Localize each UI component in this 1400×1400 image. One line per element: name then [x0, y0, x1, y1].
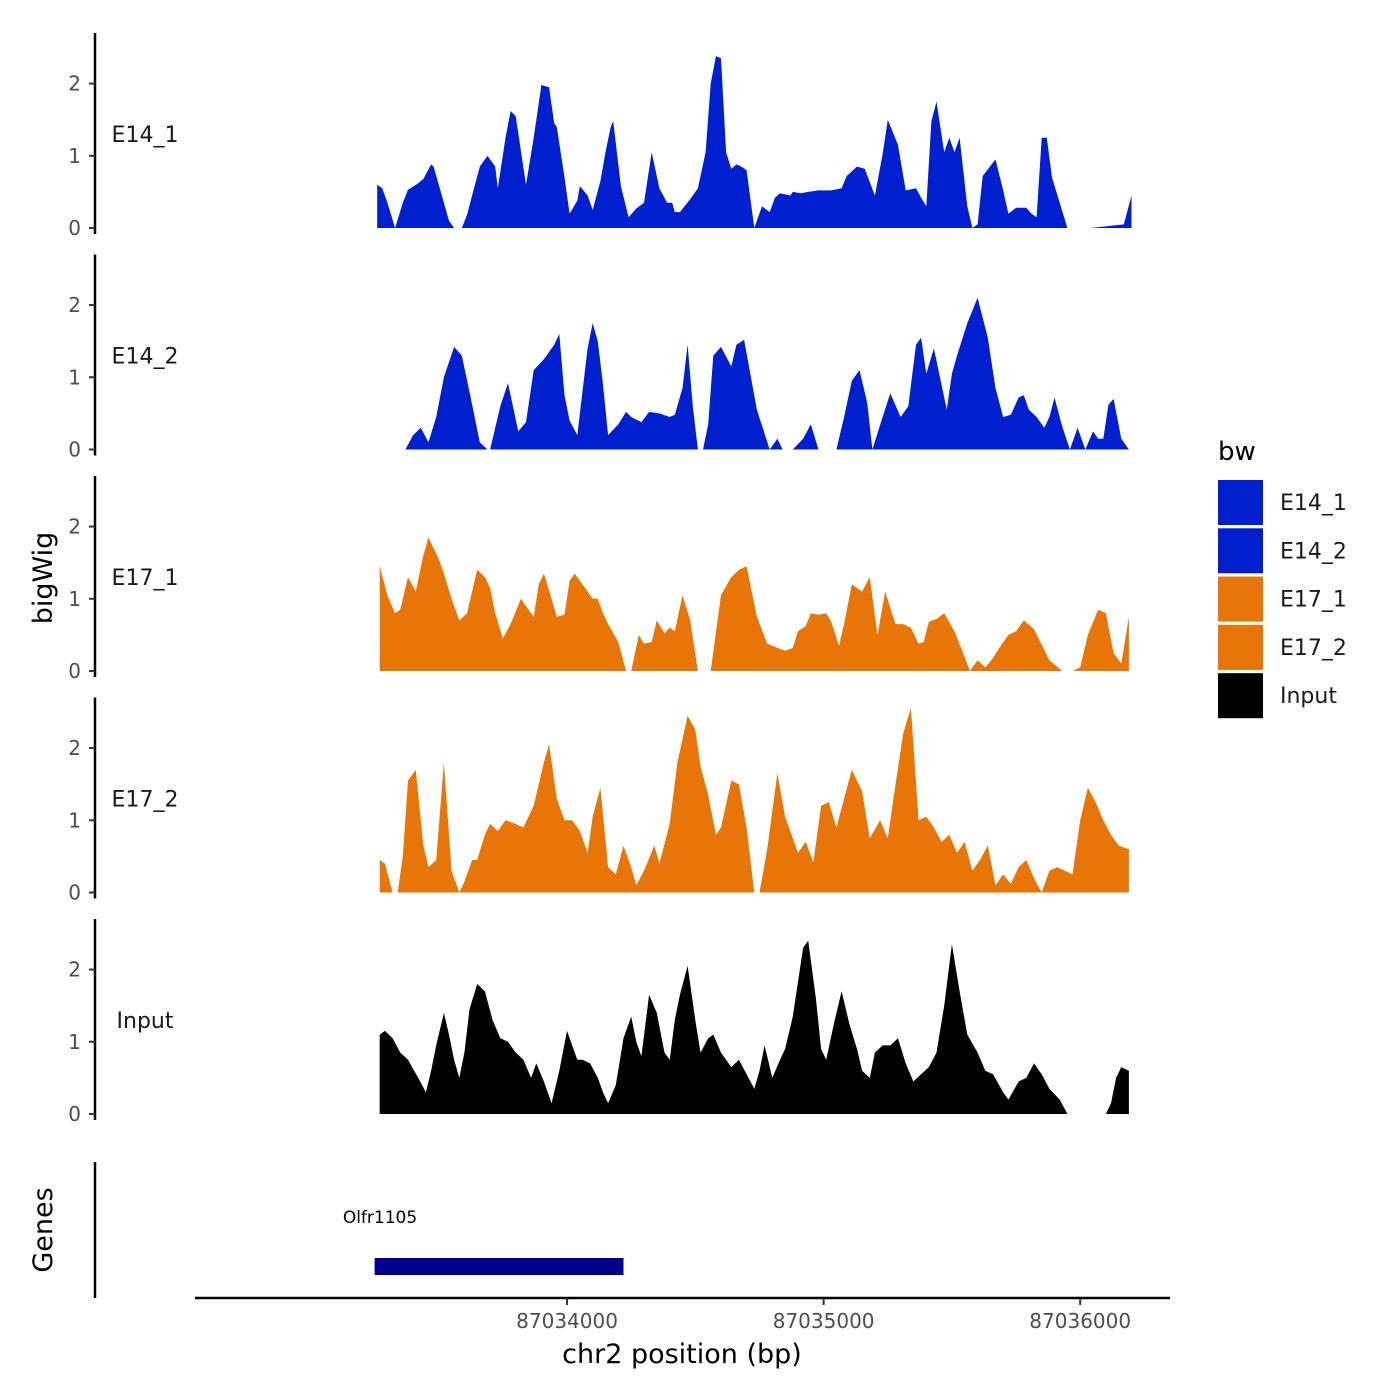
- y-tick-label: 1: [68, 1030, 81, 1054]
- legend-label: E14_1: [1280, 491, 1347, 516]
- y-tick-label: 1: [68, 808, 81, 832]
- coverage-tracks: 0 1 2 E14_1 0 1 2 E14_2 0 1 2 E17_1 0 1 2 E17_2 0 1 2 Input: [68, 33, 1132, 1126]
- y-tick-label: 2: [68, 958, 81, 982]
- coverage-area: [379, 537, 1129, 671]
- y-tick-label: 0: [68, 1102, 81, 1126]
- legend-label: Input: [1280, 684, 1337, 709]
- y-tick-label: 0: [68, 881, 81, 905]
- track-E17_2: 0 1 2 E17_2: [68, 697, 1129, 905]
- gene-body: [374, 1258, 624, 1275]
- legend-label: E17_2: [1280, 636, 1347, 661]
- track-E14_2: 0 1 2 E14_2: [68, 254, 1129, 462]
- coverage-area: [377, 56, 1132, 228]
- genes-track-label: Genes: [28, 1187, 59, 1272]
- genes-panel: Genes Olfr1105: [28, 1162, 624, 1298]
- legend: bw E14_1 E14_2 E17_1 E17_2 Input: [1218, 437, 1347, 719]
- track-E14_1: 0 1 2 E14_1: [68, 33, 1132, 240]
- x-tick-label: 87034000: [516, 1309, 618, 1333]
- y-tick-label: 2: [68, 515, 81, 539]
- gene-label: Olfr1105: [343, 1208, 417, 1228]
- y-tick-label: 0: [68, 438, 81, 462]
- legend-item-Input: Input: [1218, 673, 1337, 719]
- track-E17_1: 0 1 2 E17_1: [68, 476, 1129, 683]
- coverage-area: [379, 940, 1129, 1114]
- gene-Olfr1105: Olfr1105: [343, 1208, 624, 1275]
- track-label: E17_2: [112, 788, 179, 813]
- x-tick-label: 87036000: [1029, 1309, 1131, 1333]
- x-tick-label: 87035000: [773, 1309, 875, 1333]
- legend-label: E17_1: [1280, 588, 1347, 613]
- coverage-area: [405, 297, 1129, 450]
- y-tick-label: 2: [68, 72, 81, 96]
- legend-title: bw: [1218, 437, 1256, 467]
- y-tick-label: 1: [68, 144, 81, 168]
- legend-item-E14_2: E14_2: [1218, 528, 1347, 574]
- x-axis: 87034000 87035000 87036000 chr2 position (…: [195, 1296, 1170, 1370]
- y-tick-label: 1: [68, 587, 81, 611]
- x-axis-title: chr2 position (bp): [562, 1339, 802, 1370]
- y-tick-label: 0: [68, 659, 81, 683]
- y-tick-label: 0: [68, 216, 81, 240]
- legend-swatch: [1218, 528, 1263, 574]
- legend-item-E17_1: E17_1: [1218, 576, 1347, 622]
- y-tick-label: 2: [68, 736, 81, 760]
- track-label: E14_1: [112, 123, 179, 148]
- coverage-area: [379, 708, 1129, 893]
- y-tick-label: 2: [68, 293, 81, 317]
- legend-swatch: [1218, 624, 1263, 670]
- track-Input: 0 1 2 Input: [68, 919, 1129, 1126]
- legend-swatch: [1218, 480, 1263, 525]
- legend-items: E14_1 E14_2 E17_1 E17_2 Input: [1218, 480, 1347, 719]
- gene-features: Olfr1105: [343, 1208, 624, 1275]
- y-axis-title: bigWig: [28, 532, 59, 625]
- legend-swatch: [1218, 673, 1263, 719]
- y-tick-label: 1: [68, 365, 81, 389]
- legend-swatch: [1218, 576, 1263, 622]
- track-label: E14_2: [112, 345, 179, 370]
- legend-label: E14_2: [1280, 539, 1347, 564]
- x-axis-ticks: 87034000 87035000 87036000: [516, 1298, 1131, 1333]
- legend-item-E14_1: E14_1: [1218, 480, 1347, 525]
- legend-item-E17_2: E17_2: [1218, 624, 1347, 670]
- track-label: Input: [117, 1009, 174, 1034]
- track-label: E17_1: [112, 566, 179, 591]
